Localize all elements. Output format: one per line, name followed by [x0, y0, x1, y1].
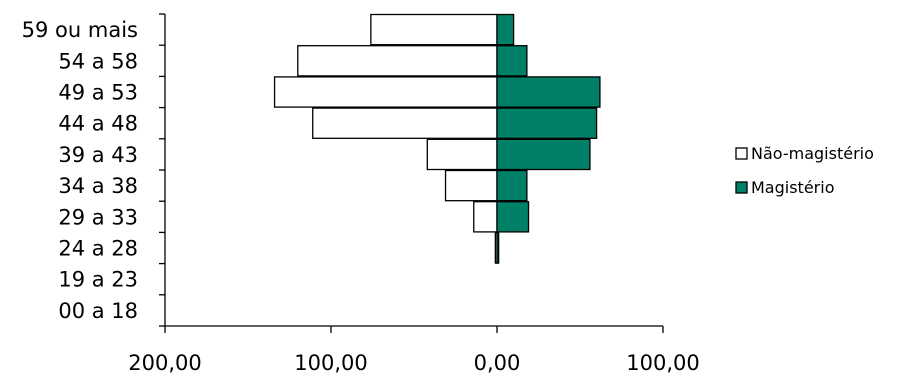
- x-tick-label: 200,00: [128, 351, 201, 375]
- bar-magisterio-49-a-53: [497, 77, 600, 107]
- category-labels: 00 a 18 19 a 23 24 a 28 29 a 33 34 a 38 39 a …: [22, 18, 138, 323]
- category-label-34-a-38: 34 a 38: [58, 174, 138, 198]
- bar-magisterio-44-a-48: [497, 108, 597, 138]
- category-label-49-a-53: 49 a 53: [58, 81, 138, 105]
- x-tick-labels: 200,00 100,00 0,00 100,00: [128, 351, 699, 375]
- category-label-39-a-43: 39 a 43: [58, 143, 138, 167]
- category-label-54-a-58: 54 a 58: [58, 49, 138, 73]
- legend: Não-magistério Magistério: [736, 144, 874, 197]
- category-label-44-a-48: 44 a 48: [58, 112, 138, 136]
- bar-magisterio-29-a-33: [497, 202, 529, 232]
- bar-nao-magisterio-29-a-33: [474, 202, 497, 232]
- bar-magisterio-59-ou-mais: [497, 15, 514, 45]
- legend-swatch-magisterio: [736, 182, 747, 193]
- x-axis-ticks: [165, 326, 663, 333]
- bar-nao-magisterio-59-ou-mais: [371, 15, 497, 45]
- bar-nao-magisterio-34-a-38: [446, 171, 497, 201]
- category-label-24-a-28: 24 a 28: [58, 237, 138, 261]
- category-label-00-a-18: 00 a 18: [58, 299, 138, 323]
- bar-nao-magisterio-54-a-58: [298, 46, 497, 76]
- bar-magisterio-34-a-38: [497, 171, 527, 201]
- category-label-29-a-33: 29 a 33: [58, 205, 138, 229]
- bar-magisterio-24-a-28: [497, 233, 499, 263]
- category-label-59-ou-mais: 59 ou mais: [22, 18, 138, 42]
- bar-nao-magisterio-39-a-43: [427, 139, 497, 169]
- category-label-19-a-23: 19 a 23: [58, 268, 138, 292]
- legend-swatch-nao-magisterio: [736, 148, 747, 159]
- bar-magisterio-54-a-58: [497, 46, 527, 76]
- y-axis-ticks: [159, 14, 165, 326]
- bar-magisterio-39-a-43: [497, 139, 590, 169]
- legend-label-magisterio: Magistério: [751, 178, 834, 197]
- series-nao-magisterio-bars: [275, 15, 497, 264]
- x-tick-label: 100,00: [294, 351, 367, 375]
- x-tick-label: 0,00: [474, 351, 521, 375]
- bar-nao-magisterio-49-a-53: [275, 77, 497, 107]
- legend-label-nao-magisterio: Não-magistério: [751, 144, 874, 163]
- series-magisterio-bars: [497, 15, 600, 264]
- x-tick-label: 100,00: [626, 351, 699, 375]
- bar-nao-magisterio-44-a-48: [313, 108, 497, 138]
